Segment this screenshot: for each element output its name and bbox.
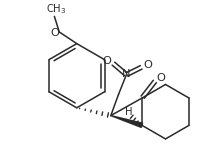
Text: O: O (156, 73, 165, 83)
Text: CH$_3$: CH$_3$ (46, 2, 67, 16)
Text: H: H (125, 107, 132, 117)
Text: O: O (50, 28, 59, 38)
Text: O: O (143, 60, 152, 70)
Text: O: O (103, 56, 111, 66)
Polygon shape (111, 116, 143, 127)
Text: N: N (122, 69, 131, 79)
